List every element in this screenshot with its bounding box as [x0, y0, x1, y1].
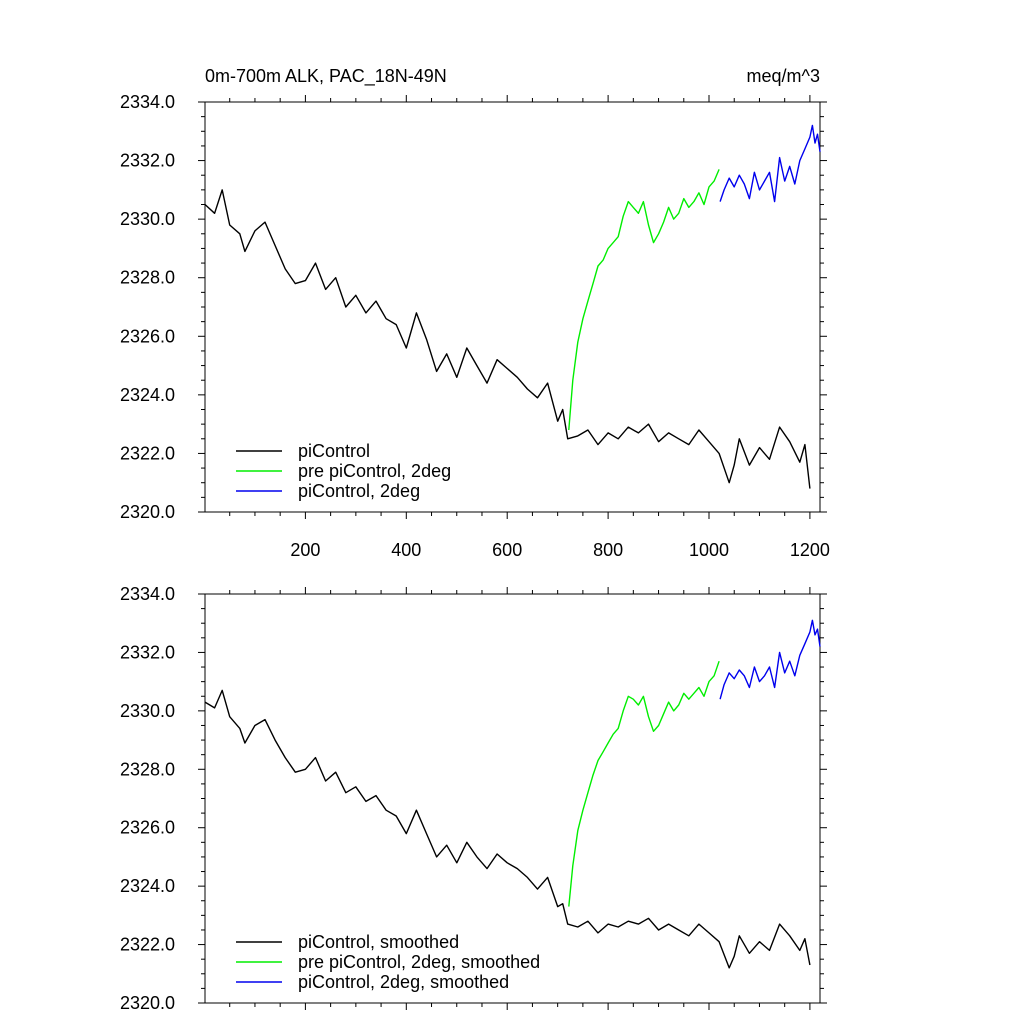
- x-tick-label: 800: [593, 540, 623, 560]
- y-tick-label: 2334.0: [120, 92, 175, 112]
- legend-label: pre piControl, 2deg: [298, 461, 451, 481]
- y-tick-label: 2332.0: [120, 151, 175, 171]
- series-line-3: [719, 124, 821, 203]
- legend-label: pre piControl, 2deg, smoothed: [298, 952, 540, 972]
- units-label: meq/m^3: [747, 66, 820, 86]
- y-tick-label: 2320.0: [120, 502, 175, 522]
- legend-label: piControl: [298, 441, 370, 461]
- y-tick-label: 2328.0: [120, 759, 175, 779]
- series-line-3: [719, 619, 821, 700]
- bottom-panel: 2320.0 2322.0 2324.0 2326.0 2328.0 2330.0 2332…: [120, 584, 827, 1013]
- y-tick-label: 2324.0: [120, 876, 175, 896]
- y-tick-label: 2320.0: [120, 993, 175, 1013]
- top-panel: 200 400 600 800 1000 1200 2320.0 2322.0 2324.0 23…: [120, 92, 830, 560]
- chart-title: 0m-700m ALK, PAC_18N-49N: [205, 66, 447, 87]
- y-tick-label: 2322.0: [120, 935, 175, 955]
- x-tick-label: 1200: [790, 540, 830, 560]
- y-tick-label: 2324.0: [120, 385, 175, 405]
- y-tick-label: 2334.0: [120, 584, 175, 604]
- series-line-1: [204, 189, 811, 489]
- y-tick-label: 2322.0: [120, 443, 175, 463]
- legend-label: piControl, smoothed: [298, 932, 459, 952]
- y-tick-label: 2326.0: [120, 326, 175, 346]
- legend-label: piControl, 2deg: [298, 481, 420, 501]
- x-tick-label: 200: [290, 540, 320, 560]
- x-tick-label: 400: [391, 540, 421, 560]
- series-line-1: [204, 689, 811, 969]
- x-tick-label: 600: [492, 540, 522, 560]
- y-tick-label: 2330.0: [120, 209, 175, 229]
- legend-label: piControl, 2deg, smoothed: [298, 972, 509, 992]
- series-line-2: [568, 169, 720, 431]
- y-tick-label: 2326.0: [120, 818, 175, 838]
- x-tick-label: 1000: [689, 540, 729, 560]
- y-tick-label: 2330.0: [120, 701, 175, 721]
- y-tick-label: 2332.0: [120, 642, 175, 662]
- y-tick-label: 2328.0: [120, 268, 175, 288]
- series-line-2: [568, 660, 720, 907]
